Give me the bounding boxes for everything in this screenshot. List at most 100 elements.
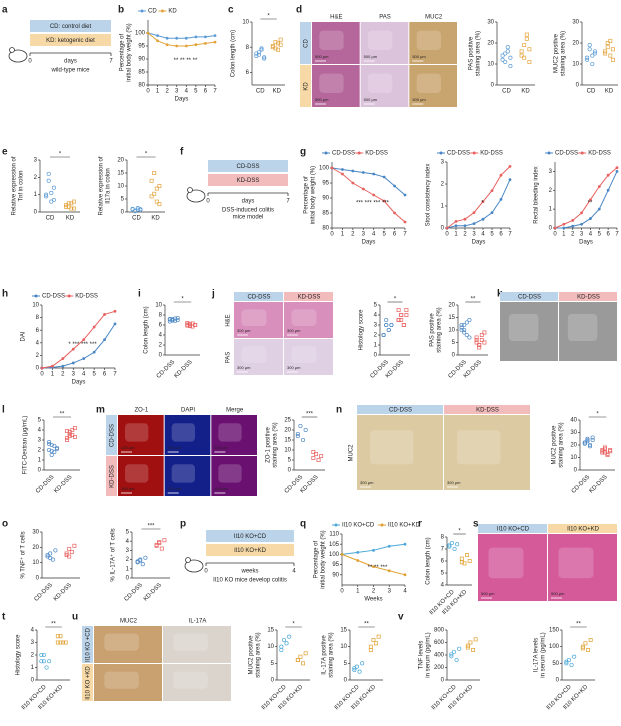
significance: * [394, 297, 397, 303]
panel-letter: e [2, 147, 8, 158]
y-tick-label: 0 [288, 468, 292, 474]
x-tick-label: 4 [82, 372, 86, 378]
y-tick-label: 30 [572, 20, 579, 26]
data-point [606, 188, 610, 192]
y-tick-label: 15 [117, 171, 124, 177]
schematic-caption: Il10 KO mice develop colitis [213, 578, 287, 584]
diet-label: CD: control diet [50, 24, 92, 30]
data-point [157, 541, 162, 545]
y-tick-label: 0 [441, 226, 445, 232]
data-point [585, 437, 590, 443]
micrograph-texture [319, 30, 344, 50]
series-line [147, 32, 216, 47]
data-point [71, 347, 75, 351]
diet-box [208, 160, 288, 172]
data-point [505, 49, 510, 54]
data-point [403, 220, 407, 224]
data-point [463, 224, 467, 228]
column-header [234, 292, 283, 301]
y-axis-label: Histology score [359, 309, 365, 351]
y-tick-label: 2 [36, 353, 40, 359]
y-tick-label: 10 [570, 455, 577, 461]
y-axis-label: in serum (pg/mL) [426, 632, 432, 677]
micrograph [478, 534, 547, 601]
y-tick-label: 1 [126, 566, 130, 572]
x-tick-label: 5 [382, 232, 386, 238]
y-tick-label: 20 [448, 303, 455, 309]
y-tick-label: 80 [138, 83, 145, 89]
panel-letter: v [398, 612, 404, 623]
data-point [135, 207, 140, 212]
y-tick-label: 1 [31, 665, 35, 671]
schematic-caption: DSS-induced colitis [222, 208, 274, 214]
y-tick-label: 20 [284, 428, 291, 434]
data-point [462, 322, 467, 328]
y-axis-label: in serum (pg/mL) [541, 632, 547, 677]
data-point [454, 657, 459, 663]
data-point [103, 338, 106, 342]
data-point [49, 190, 54, 195]
mouse-icon [186, 189, 206, 203]
data-point [610, 57, 615, 62]
y-tick-label: 1 [441, 204, 445, 210]
data-point [462, 561, 467, 566]
data-point [499, 173, 503, 177]
diet-label: Il10 KO+CD [234, 534, 267, 540]
y-tick-label: 0 [159, 353, 163, 359]
data-point [67, 434, 72, 438]
data-point [152, 191, 157, 196]
y-tick-label: 4 [159, 333, 163, 339]
data-point [39, 659, 44, 664]
mouse-ear [9, 47, 15, 53]
significance: ** ** *** [368, 565, 388, 571]
micrograph-texture [319, 73, 344, 93]
data-point [571, 219, 575, 222]
data-point [462, 327, 467, 333]
category-label: KD [521, 89, 530, 95]
data-point [41, 652, 47, 658]
data-point [457, 646, 462, 651]
schematic-caption: mice model [233, 215, 264, 221]
scale-label: 100 μm [214, 486, 228, 491]
y-tick-label: 0 [34, 210, 38, 216]
data-point [284, 641, 289, 646]
column-header [444, 405, 530, 414]
x-tick-label: 1 [454, 232, 458, 238]
data-point [479, 333, 484, 337]
data-point [553, 226, 557, 230]
data-point [396, 318, 401, 322]
data-point [447, 544, 452, 549]
data-point [184, 44, 188, 48]
data-point [589, 217, 592, 220]
data-point [562, 226, 566, 230]
legend-label: CD-DSS [555, 151, 578, 157]
x-tick-label: 3 [72, 372, 76, 378]
data-point [387, 544, 391, 548]
timeline-label: 7 [109, 59, 113, 65]
series-line [41, 310, 116, 369]
y-tick-label: 105 [329, 542, 340, 548]
data-point [259, 46, 264, 51]
x-axis-label: Weeks [364, 597, 382, 603]
row-label: KD [304, 82, 310, 91]
y-tick-label: 3 [549, 169, 553, 175]
column-header [478, 524, 547, 533]
data-point [590, 437, 595, 443]
x-tick-label: 4 [372, 232, 376, 238]
data-point [399, 313, 404, 317]
micrograph-texture [291, 346, 317, 364]
legend-marker [380, 523, 384, 527]
data-point [401, 323, 406, 327]
y-tick-label: 5 [374, 303, 378, 309]
mouse-icon [184, 559, 204, 573]
y-tick-label: 90 [138, 57, 145, 63]
data-point [157, 202, 162, 207]
panel-letter: o [2, 519, 8, 530]
y-tick-label: 90 [332, 572, 339, 578]
y-tick-label: 80 [322, 226, 329, 232]
y-tick-label: 2 [126, 557, 130, 563]
category-label: KD-DSS [53, 582, 73, 602]
y-tick-label: 10 [32, 303, 39, 309]
x-tick-label: 0 [330, 232, 334, 238]
category-label: KD-DSS [143, 582, 163, 602]
